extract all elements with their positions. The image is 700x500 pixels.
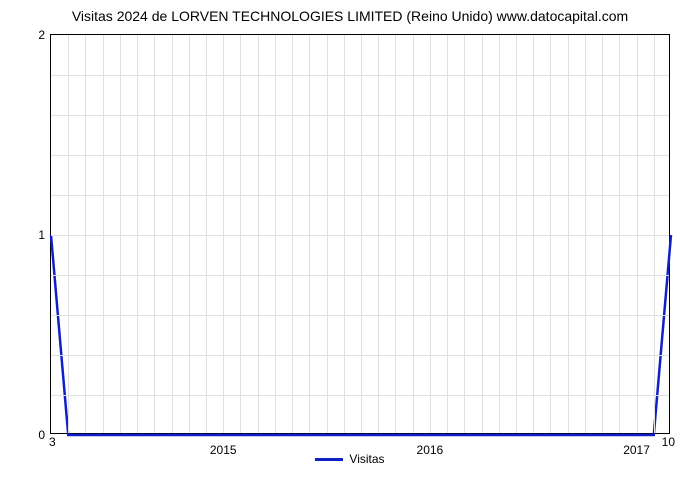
grid-v bbox=[240, 35, 241, 433]
corner-label-bl: 3 bbox=[49, 435, 56, 449]
y-tick-label: 0 bbox=[38, 428, 45, 442]
grid-h bbox=[51, 235, 669, 236]
grid-v bbox=[103, 35, 104, 433]
grid-v bbox=[206, 35, 207, 433]
grid-v bbox=[154, 35, 155, 433]
grid-v bbox=[447, 35, 448, 433]
grid-v bbox=[482, 35, 483, 433]
legend-label: Visitas bbox=[349, 452, 384, 466]
grid-v bbox=[189, 35, 190, 433]
grid-v bbox=[499, 35, 500, 433]
grid-v bbox=[120, 35, 121, 433]
grid-v bbox=[275, 35, 276, 433]
grid-v bbox=[602, 35, 603, 433]
x-tick-label: 2015 bbox=[210, 443, 237, 457]
grid-v bbox=[568, 35, 569, 433]
x-tick-label: 2017 bbox=[623, 443, 650, 457]
grid-v bbox=[550, 35, 551, 433]
grid-v bbox=[85, 35, 86, 433]
grid-h bbox=[51, 315, 669, 316]
grid-v bbox=[361, 35, 362, 433]
chart-title: Visitas 2024 de LORVEN TECHNOLOGIES LIMI… bbox=[72, 8, 628, 24]
grid-h bbox=[51, 155, 669, 156]
grid-h bbox=[51, 115, 669, 116]
grid-h bbox=[51, 355, 669, 356]
y-tick-label: 1 bbox=[38, 228, 45, 242]
grid-v bbox=[395, 35, 396, 433]
grid-v bbox=[223, 35, 224, 433]
grid-v bbox=[619, 35, 620, 433]
corner-label-br: 10 bbox=[662, 435, 675, 449]
grid-v bbox=[258, 35, 259, 433]
grid-v bbox=[327, 35, 328, 433]
grid-v bbox=[430, 35, 431, 433]
grid-v bbox=[378, 35, 379, 433]
y-tick-label: 2 bbox=[38, 28, 45, 42]
grid-h bbox=[51, 195, 669, 196]
grid-v bbox=[68, 35, 69, 433]
grid-v bbox=[464, 35, 465, 433]
grid-v bbox=[172, 35, 173, 433]
grid-v bbox=[654, 35, 655, 433]
legend-swatch bbox=[315, 458, 343, 461]
plot-area: 012201520162017310 bbox=[50, 34, 670, 434]
grid-v bbox=[533, 35, 534, 433]
grid-v bbox=[637, 35, 638, 433]
grid-h bbox=[51, 395, 669, 396]
grid-v bbox=[292, 35, 293, 433]
grid-v bbox=[585, 35, 586, 433]
grid-v bbox=[137, 35, 138, 433]
grid-v bbox=[344, 35, 345, 433]
grid-h bbox=[51, 275, 669, 276]
x-tick-label: 2016 bbox=[417, 443, 444, 457]
grid-v bbox=[413, 35, 414, 433]
grid-h bbox=[51, 75, 669, 76]
grid-v bbox=[309, 35, 310, 433]
legend: Visitas bbox=[315, 452, 384, 466]
chart-wrap: 012201520162017310 bbox=[20, 26, 680, 446]
grid-v bbox=[516, 35, 517, 433]
